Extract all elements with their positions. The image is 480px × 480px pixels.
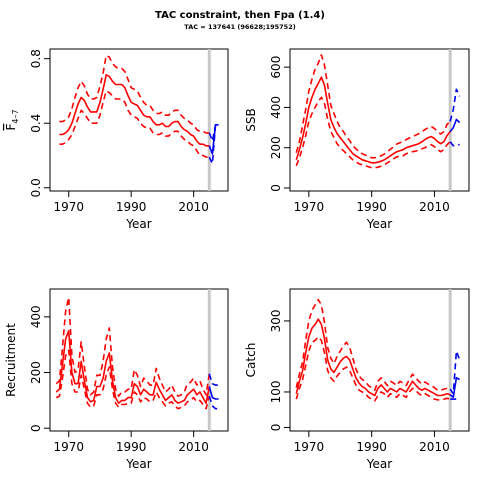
ssb-forecast-lower-line	[449, 141, 460, 147]
catch-plot-frame	[289, 288, 470, 432]
fbar-ytick-label: 0.0	[29, 178, 43, 197]
recruitment-ytick-label: 400	[29, 305, 43, 328]
panel-fbar: 1970 1990 2010 0.0 0.4 0.8 Year F4–7	[4, 48, 229, 231]
fbar-ytick-label: 0.4	[29, 114, 43, 133]
catch-xtick-label: 2010	[419, 440, 450, 454]
fbar-history-lower-line	[59, 90, 210, 158]
fbar-yaxis-label-subscript: 4–7	[11, 109, 20, 123]
ssb-plot-frame	[289, 48, 470, 192]
catch-xtick-label: 1970	[294, 440, 325, 454]
fbar-xtick-label: 1990	[116, 200, 147, 214]
catch-history-upper-line	[295, 298, 451, 392]
catch-ytick-label: 100	[269, 380, 283, 403]
fbar-history-estimate-line	[59, 74, 210, 147]
catch-forecast-estimate-line	[449, 376, 460, 399]
ssb-history-estimate-line	[295, 76, 451, 164]
catch-xaxis-label: Year	[366, 457, 392, 471]
recruitment-xtick-label: 1990	[116, 440, 147, 454]
fbar-forecast-upper-line	[208, 124, 219, 142]
catch-xtick-label: 1990	[356, 440, 387, 454]
catch-forecast-upper-line	[449, 350, 461, 395]
fbar-xaxis-label: Year	[125, 217, 151, 231]
panel-ssb: 1970 1990 2010 0 200 400 600 Year SSB	[244, 48, 470, 231]
fbar-forecast-lower-line	[208, 124, 219, 165]
panel-catch: 1970 1990 2010 0 100 300 Year Catch	[244, 288, 470, 471]
fbar-yaxis-label: F4–7	[4, 109, 20, 130]
ssb-forecast-estimate-line	[449, 118, 461, 133]
recruitment-plot-frame	[49, 288, 229, 432]
ssb-forecast-upper-line	[449, 88, 461, 122]
recruitment-history-estimate-line	[55, 329, 211, 405]
fbar-yaxis-label-main: F	[4, 124, 18, 131]
catch-ytick-label: 0	[269, 424, 283, 432]
recruitment-xtick-label: 2010	[178, 440, 209, 454]
recruitment-yaxis-label: Recruitment	[4, 323, 18, 397]
fbar-ytick-label: 0.8	[29, 49, 43, 68]
fbar-forecast-estimate-line	[208, 124, 219, 155]
recruitment-forecast-lower-line	[208, 395, 219, 410]
catch-history-estimate-line	[295, 318, 451, 397]
fbar-plot-frame	[49, 48, 229, 192]
panel-recruitment: 1970 1990 2010 0 200 400 Year Recruitment	[4, 288, 229, 471]
ssb-ytick-label: 200	[269, 136, 283, 159]
ssb-yaxis-label: SSB	[244, 108, 258, 131]
ssb-ytick-label: 400	[269, 96, 283, 119]
recruitment-forecast-upper-line	[208, 373, 219, 386]
chart-title: TAC constraint, then Fpa (1.4)	[155, 10, 325, 21]
recruitment-history-upper-line	[55, 296, 211, 398]
recruitment-xaxis-label: Year	[125, 457, 151, 471]
recruitment-xtick-label: 1970	[53, 440, 84, 454]
catch-history-lower-line	[295, 336, 451, 402]
ssb-xaxis-label: Year	[366, 217, 392, 231]
fbar-xtick-label: 2010	[178, 200, 209, 214]
ssb-history-lower-line	[295, 96, 451, 169]
ssb-xtick-label: 1990	[356, 200, 387, 214]
ssb-ytick-label: 600	[269, 56, 283, 79]
recruitment-ytick-label: 0	[29, 424, 43, 432]
recruitment-history-lower-line	[55, 349, 211, 410]
recruitment-ytick-label: 200	[29, 361, 43, 384]
catch-ytick-label: 300	[269, 309, 283, 332]
ssb-xtick-label: 1970	[294, 200, 325, 214]
recruitment-forecast-estimate-line	[208, 386, 219, 400]
ssb-history-upper-line	[295, 54, 451, 159]
ssb-ytick-label: 0	[269, 184, 283, 192]
chart-subtitle: TAC = 137641 (96628;195752)	[184, 23, 296, 31]
ssb-xtick-label: 2010	[419, 200, 450, 214]
fbar-history-upper-line	[59, 54, 210, 134]
catch-yaxis-label: Catch	[244, 343, 258, 378]
fbar-xtick-label: 1970	[53, 200, 84, 214]
